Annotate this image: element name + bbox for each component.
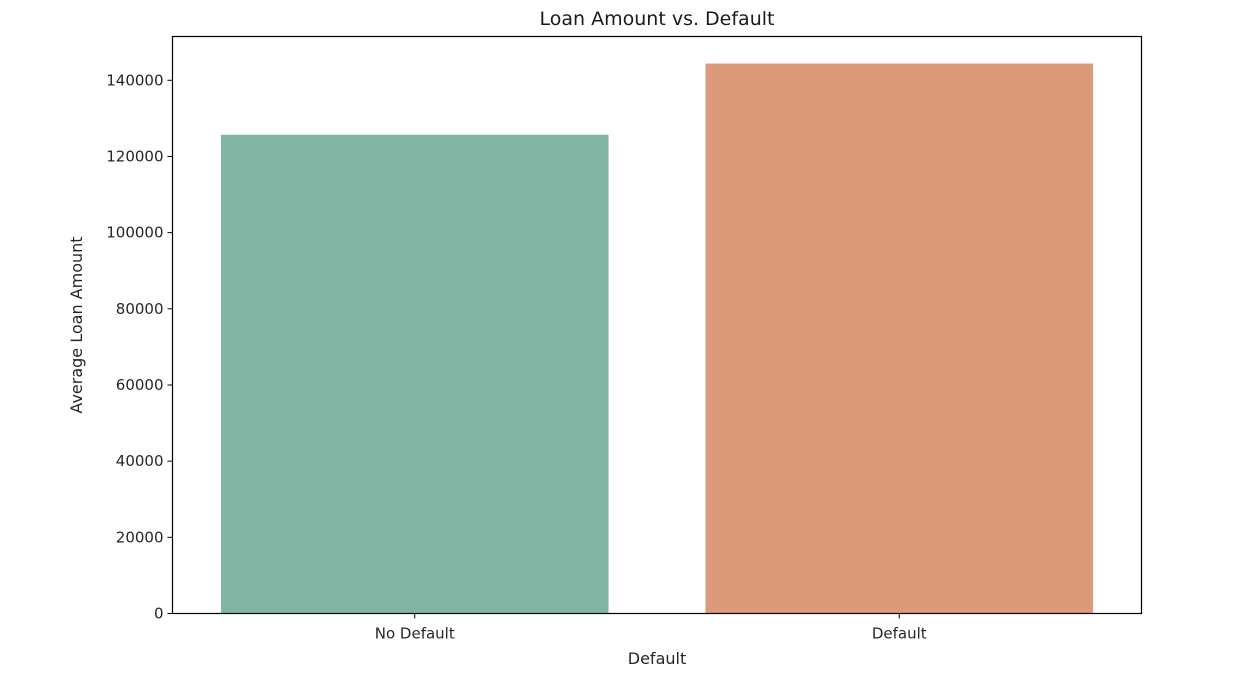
plot-frame	[171, 35, 1143, 615]
x-axis-title: Default	[628, 649, 686, 668]
x-axis-ticks: No Default Default	[375, 613, 927, 643]
y-axis-title: Average Loan Amount	[67, 236, 86, 413]
y-tick-label: 40000	[116, 452, 164, 470]
y-tick-label: 60000	[116, 376, 164, 394]
bar-default	[705, 63, 1094, 614]
y-tick-label: 0	[154, 605, 164, 623]
y-tick-label: 20000	[116, 528, 164, 546]
chart-title: Loan Amount vs. Default	[540, 8, 775, 30]
y-tick-label: 80000	[116, 300, 164, 318]
bars-layer	[220, 63, 1094, 614]
y-axis-ticks: 0 20000 40000 60000 80000 100000 120000 140000	[106, 71, 173, 623]
bar-no-default	[220, 134, 609, 614]
x-tick-label: No Default	[375, 625, 455, 643]
y-tick-label: 140000	[106, 71, 163, 89]
y-tick-label: 120000	[106, 147, 163, 165]
y-tick-label: 100000	[106, 224, 163, 242]
x-tick-label: Default	[872, 625, 927, 643]
